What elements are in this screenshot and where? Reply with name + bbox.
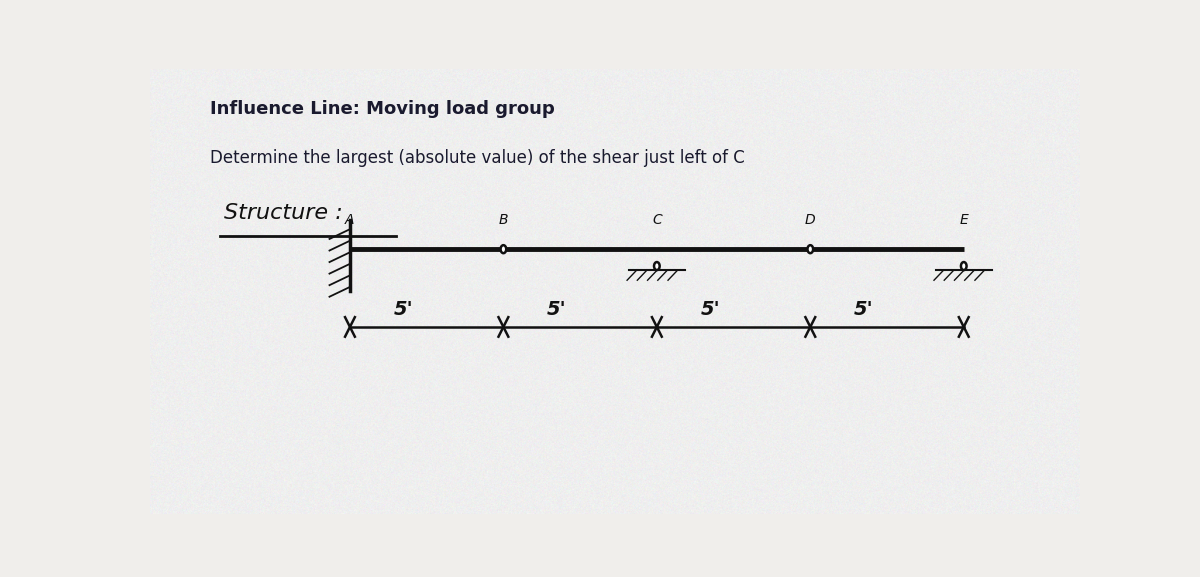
Ellipse shape	[808, 245, 814, 253]
Text: Determine the largest (absolute value) of the shear just left of C: Determine the largest (absolute value) o…	[210, 149, 745, 167]
Ellipse shape	[654, 262, 660, 270]
Text: A: A	[346, 213, 355, 227]
Text: Influence Line: Moving load group: Influence Line: Moving load group	[210, 100, 556, 118]
Text: E: E	[959, 213, 968, 227]
Ellipse shape	[961, 262, 966, 270]
Text: B: B	[499, 213, 508, 227]
Text: Structure :: Structure :	[224, 203, 343, 223]
Text: 5': 5'	[547, 300, 566, 319]
Ellipse shape	[500, 245, 506, 253]
Text: 5': 5'	[394, 300, 413, 319]
Text: C: C	[652, 213, 661, 227]
Text: 5': 5'	[701, 300, 720, 319]
Text: D: D	[805, 213, 816, 227]
Text: 5': 5'	[854, 300, 874, 319]
